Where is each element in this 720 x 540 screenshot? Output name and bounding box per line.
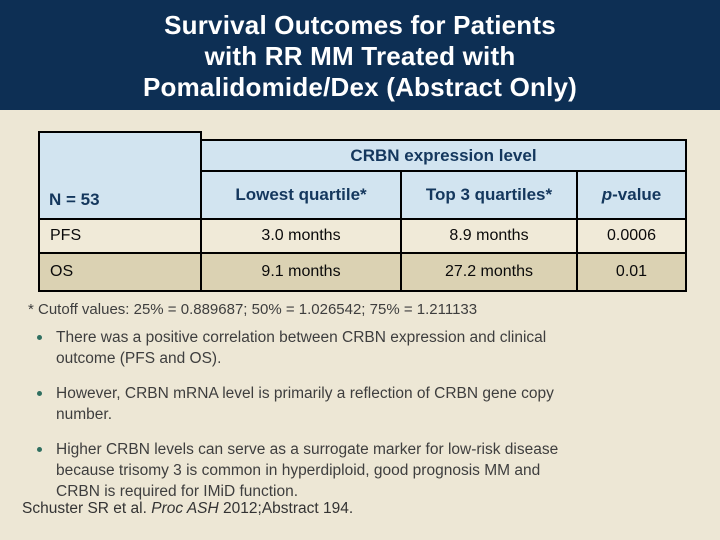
slide-title: Survival Outcomes for Patients with RR M… — [142, 10, 578, 102]
outcomes-table: N = 53 CRBN expression level Lowest quar… — [38, 131, 687, 292]
bullet-dot-icon — [37, 447, 42, 452]
bullet-item: There was a positive correlation between… — [28, 327, 660, 369]
table-row-pfs-label: PFS — [38, 218, 202, 254]
bullet-text: There was a positive correlation between… — [56, 329, 547, 367]
title-band: Survival Outcomes for Patients with RR M… — [0, 0, 720, 110]
citation-post: 2012;Abstract 194. — [218, 500, 354, 517]
citation-journal: Proc ASH — [151, 500, 219, 517]
bullet-list: There was a positive correlation between… — [28, 327, 660, 516]
bullet-text: Higher CRBN levels can serve as a surrog… — [56, 441, 559, 500]
table-cell-pfs-pvalue: 0.0006 — [576, 218, 687, 254]
table-cell-n53: N = 53 — [38, 131, 202, 220]
table-group-header-crbn: CRBN expression level — [200, 139, 687, 172]
table-col-header-lowest-quartile: Lowest quartile* — [200, 170, 402, 220]
bullet-dot-icon — [37, 335, 42, 340]
table-cell-os-pvalue: 0.01 — [576, 252, 687, 292]
citation-pre: Schuster SR et al. — [22, 500, 152, 517]
cutoff-footnote: * Cutoff values: 25% = 0.889687; 50% = 1… — [28, 301, 478, 318]
p-value-rest: -value — [612, 185, 662, 204]
citation: Schuster SR et al. Proc ASH 2012;Abstrac… — [22, 500, 353, 518]
table-cell-pfs-lowest: 3.0 months — [200, 218, 402, 254]
table-cell-pfs-top3: 8.9 months — [400, 218, 578, 254]
p-value-italic-p: p — [601, 185, 613, 204]
bullet-item: Higher CRBN levels can serve as a surrog… — [28, 439, 660, 502]
bullet-item: However, CRBN mRNA level is primarily a … — [28, 383, 660, 425]
bullet-dot-icon — [37, 391, 42, 396]
table-cell-os-top3: 27.2 months — [400, 252, 578, 292]
bullet-text: However, CRBN mRNA level is primarily a … — [56, 385, 554, 423]
table-row-os-label: OS — [38, 252, 202, 292]
table-col-header-p-value: p -value — [576, 170, 687, 220]
table-col-header-top3-quartiles: Top 3 quartiles* — [400, 170, 578, 220]
table-cell-os-lowest: 9.1 months — [200, 252, 402, 292]
